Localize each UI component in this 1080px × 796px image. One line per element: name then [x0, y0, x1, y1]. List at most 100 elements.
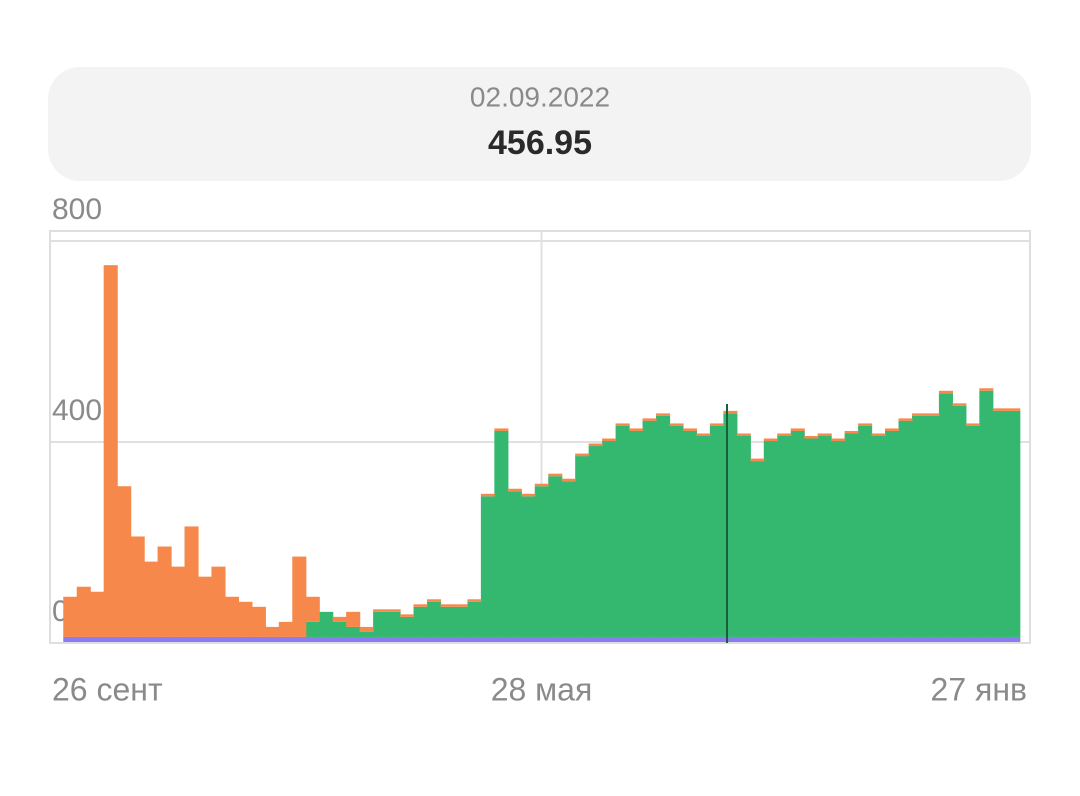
bar-segment	[319, 611, 334, 637]
bar-segment	[426, 599, 442, 602]
bar-segment	[400, 636, 415, 643]
bar-segment	[278, 636, 293, 643]
plot-frame	[49, 230, 1031, 644]
bar-segment	[144, 561, 159, 637]
bar-segment	[629, 428, 644, 431]
bar-segment	[750, 461, 765, 637]
bar-segment	[952, 636, 967, 643]
bar-segment	[426, 636, 442, 643]
bar-segment	[400, 614, 415, 617]
bar-segment	[467, 599, 482, 602]
bar-segment	[750, 636, 765, 643]
bar-segment	[251, 636, 266, 643]
bar-segment	[777, 435, 792, 637]
bar-segment	[763, 636, 778, 643]
bar-segment	[440, 606, 455, 637]
bar-segment	[400, 616, 415, 637]
bar-segment	[467, 636, 482, 643]
bar-segment	[777, 636, 792, 643]
bar-segment	[669, 636, 684, 643]
bar-segment	[238, 636, 253, 643]
bar-segment	[373, 609, 388, 612]
bar-segment	[63, 636, 78, 643]
bar-segment	[453, 606, 469, 637]
bar-segment	[844, 433, 859, 637]
bar-segment	[224, 636, 239, 643]
bar-segment	[871, 433, 886, 436]
bar-segment	[925, 413, 940, 416]
bar-segment	[885, 636, 900, 643]
bar-segment	[332, 621, 347, 637]
bar-segment	[790, 430, 805, 637]
bar-segment	[130, 536, 145, 637]
bar-segment	[548, 476, 563, 637]
bar-segment	[373, 611, 388, 637]
bar-segment	[979, 390, 994, 637]
bar-segment	[871, 636, 886, 643]
bar-segment	[1006, 410, 1021, 637]
bar-segment	[440, 604, 455, 607]
bar-segment	[319, 636, 334, 643]
bar-segment	[413, 606, 428, 637]
bar-segment	[480, 636, 495, 643]
bar-segment	[656, 415, 671, 637]
bar-segment	[507, 636, 522, 643]
bar-segment	[467, 601, 482, 637]
x-tick-label: 28 мая	[491, 671, 593, 707]
bar-segment	[561, 636, 576, 643]
bar-segment	[777, 433, 792, 436]
bar-segment	[615, 425, 630, 637]
bar-segment	[790, 428, 805, 431]
bar-segment	[413, 636, 428, 643]
bar-segment	[682, 636, 698, 643]
bar-segment	[682, 428, 698, 431]
bar-segment	[817, 433, 832, 436]
bar-segment	[858, 423, 873, 426]
bar-segment	[238, 601, 253, 637]
bar-segment	[642, 636, 657, 643]
bar-segment	[63, 596, 78, 637]
bar-segment	[669, 425, 684, 637]
bar-segment	[656, 636, 671, 643]
bar-segment	[965, 423, 980, 426]
bar-segment	[386, 611, 401, 637]
bar-segment	[184, 636, 199, 643]
bar-segment	[305, 596, 320, 622]
bar-segment	[359, 626, 374, 632]
bar-segment	[359, 631, 374, 637]
bar-segment	[696, 433, 711, 436]
bar-segment	[898, 420, 913, 637]
bar-segment	[979, 636, 994, 643]
bar-segment	[224, 596, 239, 637]
bar-segment	[265, 626, 280, 637]
bar-segment	[790, 636, 805, 643]
bar-segment	[534, 483, 549, 487]
bar-segment	[709, 425, 724, 637]
bar-segment	[575, 456, 590, 637]
bar-segment	[76, 586, 91, 637]
bar-segment	[831, 636, 846, 643]
bar-segment	[602, 636, 617, 643]
bar-segment	[453, 604, 469, 607]
bar-segment	[871, 435, 886, 637]
bar-segment	[373, 636, 388, 643]
bar-segment	[251, 606, 266, 637]
bar-segment	[292, 636, 307, 643]
bar-segment	[898, 636, 913, 643]
bar-segment	[534, 636, 549, 643]
bar-segment	[548, 636, 563, 643]
bar-segment	[332, 636, 347, 643]
bar-segment	[90, 636, 105, 643]
y-tick-label: 800	[52, 193, 102, 226]
bar-segment	[90, 591, 105, 637]
bar-segment	[588, 446, 603, 637]
bar-segment	[885, 428, 900, 431]
bar-segment	[265, 636, 280, 643]
bar-segment	[736, 435, 751, 637]
bar-segment	[911, 413, 927, 416]
bar-segment	[602, 441, 617, 637]
bar-segment	[992, 410, 1007, 637]
bar-segment	[898, 418, 913, 421]
bar-segment	[305, 621, 320, 637]
bar-segment	[575, 453, 590, 457]
